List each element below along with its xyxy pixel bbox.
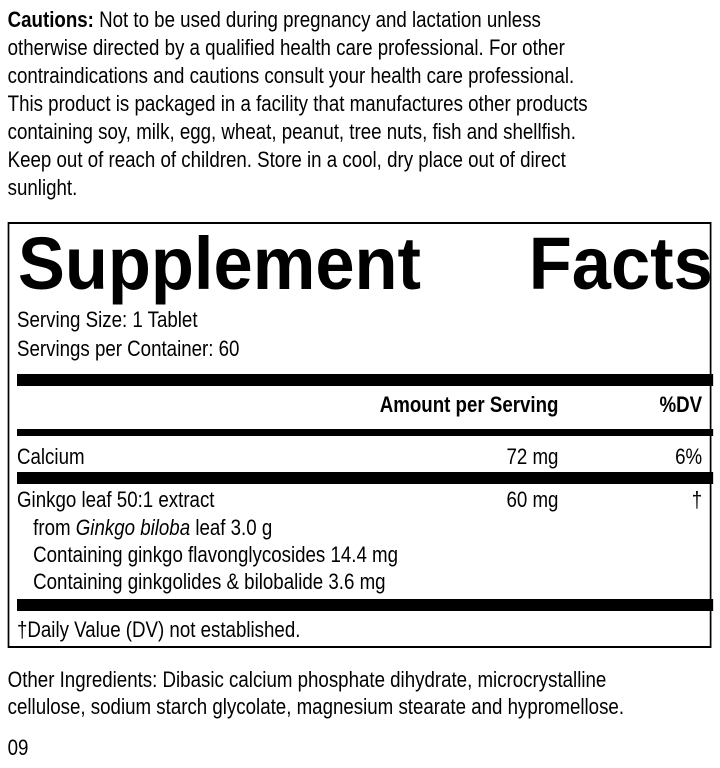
ginkgo-constituent: Containing ginkgolides & bilobalide 3.6 … <box>33 569 386 594</box>
thick-divider <box>17 599 714 611</box>
servings-per-container: Servings per Container: 60 <box>17 336 240 361</box>
source-prefix: from <box>33 515 76 540</box>
header-dv: %DV <box>659 392 703 417</box>
header-amount: Amount per Serving <box>379 392 559 417</box>
cautions-line: This product is packaged in a facility t… <box>7 91 588 116</box>
divider <box>17 429 714 436</box>
cautions-line: Cautions: Not to be used during pregnanc… <box>8 8 541 32</box>
cautions-line: Keep out of reach of children. Store in … <box>7 147 566 172</box>
thick-divider <box>17 472 714 484</box>
cautions-line: sunlight. <box>7 175 78 200</box>
cautions-text: Not to be used during pregnancy and lact… <box>93 7 541 32</box>
cautions-line: contraindications and cautions consult y… <box>7 63 575 88</box>
title-word: Supplement <box>17 222 422 305</box>
nutrient-dv: † <box>691 487 703 512</box>
nutrient-dv: 6% <box>675 444 703 469</box>
source-suffix: leaf 3.0 g <box>190 515 273 540</box>
thick-divider <box>17 374 714 386</box>
panel-title: Supplement Facts <box>18 226 713 302</box>
ginkgo-source: from Ginkgo biloba leaf 3.0 g <box>33 516 272 540</box>
label-code: 09 <box>7 735 29 760</box>
cautions-line: containing soy, milk, egg, wheat, peanut… <box>7 119 576 144</box>
cautions-line: otherwise directed by a qualified health… <box>7 35 565 60</box>
serving-size: Serving Size: 1 Tablet <box>17 307 198 332</box>
title-word: Facts <box>528 222 713 305</box>
nutrient-amount: 60 mg <box>506 487 559 512</box>
species-name: Ginkgo biloba <box>75 515 191 540</box>
other-ingredients: Other Ingredients: Dibasic calcium phosp… <box>7 667 607 692</box>
nutrient-name: Ginkgo leaf 50:1 extract <box>17 487 215 512</box>
ginkgo-constituent: Containing ginkgo flavonglycosides 14.4 … <box>33 542 399 567</box>
nutrient-name: Calcium <box>17 444 85 469</box>
supplement-facts-panel: Supplement Facts Serving Size: 1 Tablet … <box>7 222 714 648</box>
other-ingredients: cellulose, sodium starch glycolate, magn… <box>7 694 625 719</box>
nutrient-amount: 72 mg <box>506 444 559 469</box>
footnote: †Daily Value (DV) not established. <box>17 617 301 642</box>
cautions-label: Cautions: <box>7 7 94 32</box>
